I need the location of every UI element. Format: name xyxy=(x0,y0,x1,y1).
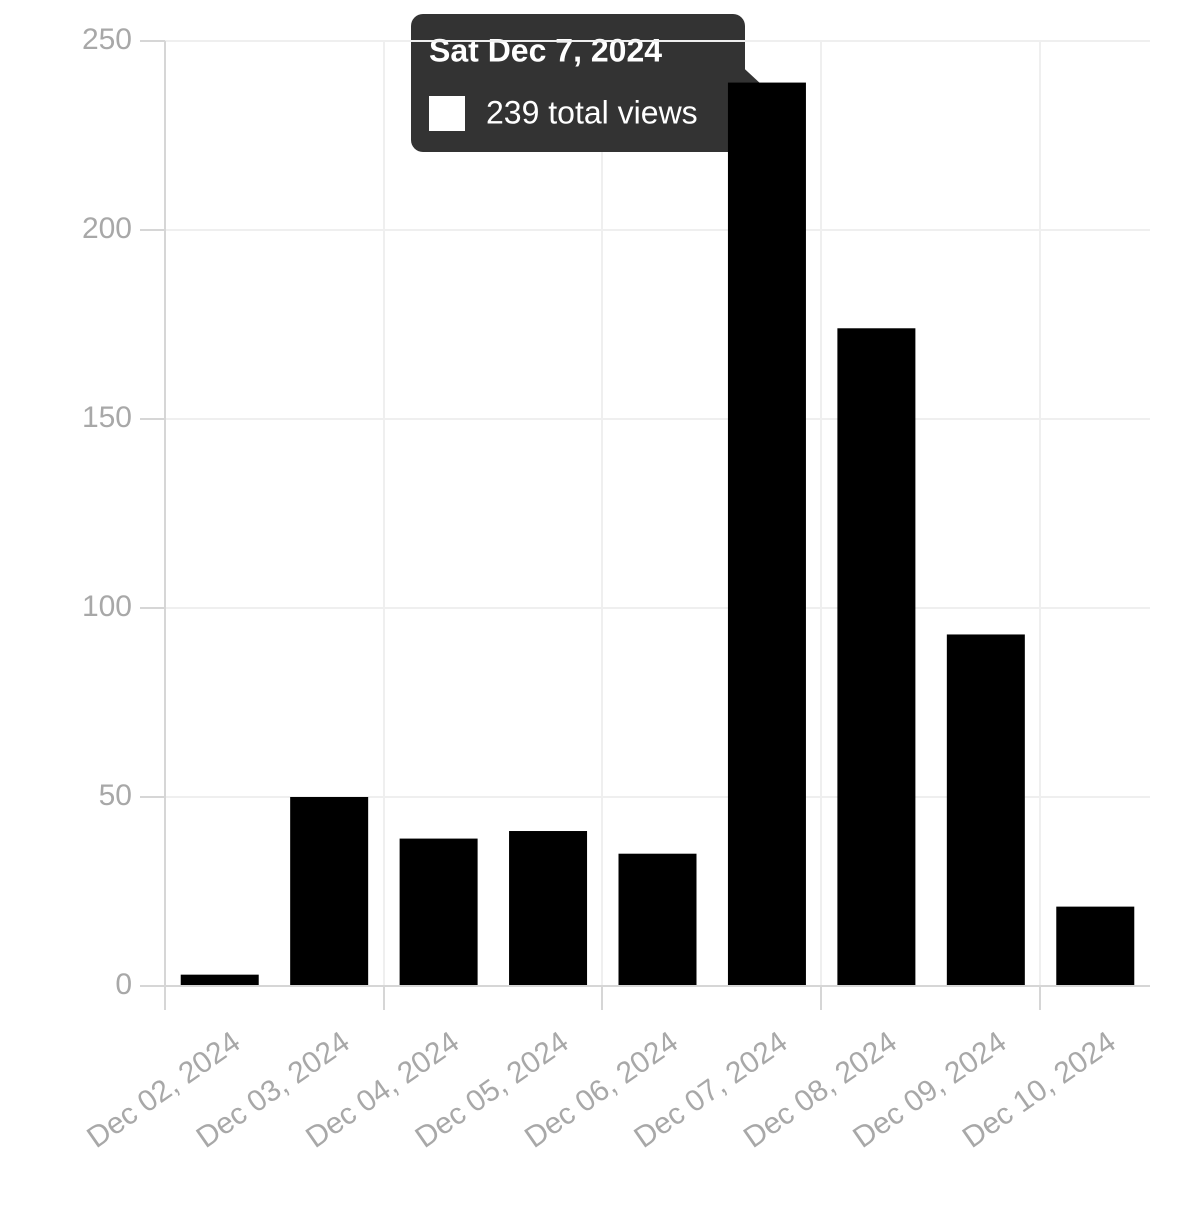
tooltip: Sat Dec 7, 2024 239 total views xyxy=(411,14,762,152)
tooltip-label: 239 total views xyxy=(486,94,698,130)
bar xyxy=(1056,906,1135,986)
bar xyxy=(946,634,1025,986)
vertical-grid xyxy=(383,41,1041,986)
x-tick-marks xyxy=(164,986,1041,1010)
bar xyxy=(290,797,369,986)
tooltip-box xyxy=(411,14,745,152)
y-tick-label: 50 xyxy=(99,779,132,812)
y-tick-label: 250 xyxy=(82,23,132,56)
bar xyxy=(399,838,478,986)
tooltip-title: Sat Dec 7, 2024 xyxy=(429,32,662,68)
tooltip-pointer xyxy=(735,60,762,85)
y-tick-label: 0 xyxy=(115,968,132,1001)
bar xyxy=(837,328,916,986)
bar xyxy=(618,853,697,986)
tooltip-swatch xyxy=(429,96,465,131)
bar xyxy=(180,974,259,986)
bar xyxy=(509,831,588,986)
bar xyxy=(727,82,806,986)
y-tick-label: 100 xyxy=(82,590,132,623)
y-tick-label: 200 xyxy=(82,212,132,245)
y-tick-label: 150 xyxy=(82,401,132,434)
